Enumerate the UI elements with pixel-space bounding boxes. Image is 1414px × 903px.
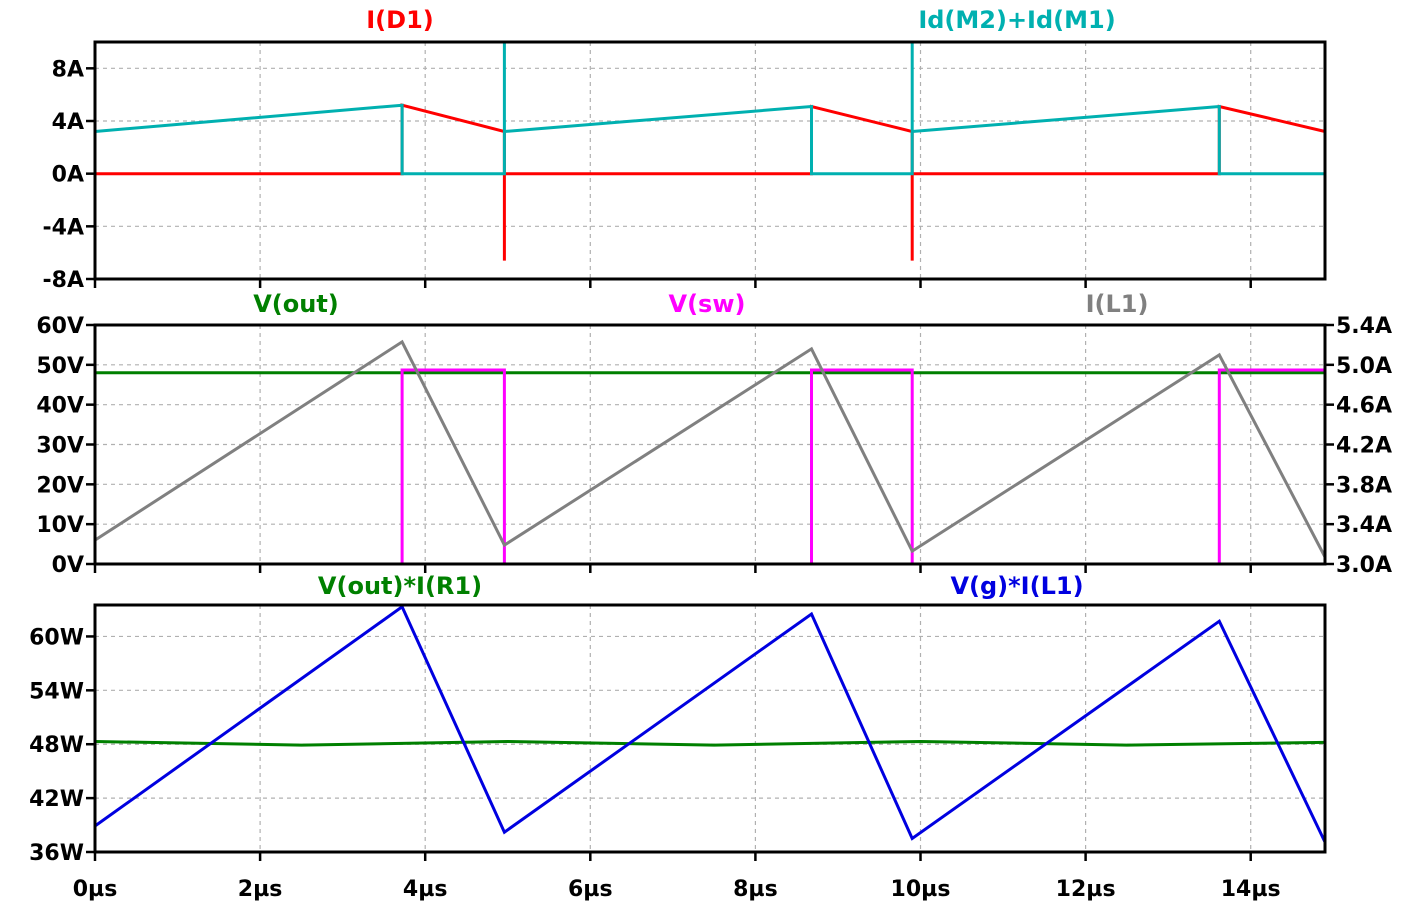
y-tick-label: 54W xyxy=(29,679,84,704)
y-tick-label: 36W xyxy=(29,841,84,866)
x-tick-label: 12µs xyxy=(1056,877,1116,902)
y-tick-label: 42W xyxy=(29,787,84,812)
ticks-layer xyxy=(86,67,1334,861)
labels-layer: -8A -4A 0A 4A 8A I(D1) Id(M2)+Id(M1) 0V 10V 20V 30… xyxy=(29,6,1392,902)
trace-v-sw xyxy=(95,368,1325,566)
series-title: V(out) xyxy=(253,290,339,318)
x-tick-label: 0µs xyxy=(73,877,118,902)
x-tick-label: 4µs xyxy=(403,877,448,902)
trace-v-out-i-r1 xyxy=(94,739,1326,747)
y-tick-label: 50V xyxy=(36,354,84,379)
frames-layer xyxy=(93,40,1327,854)
y-tick-label: 4A xyxy=(52,110,84,135)
y-tick-label: 48W xyxy=(29,733,84,758)
y-tick-label: 0V xyxy=(52,553,84,578)
series-title: I(L1) xyxy=(1086,290,1149,318)
y-tick-label: 8A xyxy=(52,57,84,82)
x-tick-label: 10µs xyxy=(891,877,951,902)
y2-tick-label: 5.4A xyxy=(1336,314,1392,339)
y2-tick-label: 3.4A xyxy=(1336,513,1392,538)
y-tick-label: 60V xyxy=(36,314,84,339)
y2-tick-label: 3.0A xyxy=(1336,553,1392,578)
series-title: I(D1) xyxy=(366,6,434,34)
series-title: Id(M2)+Id(M1) xyxy=(918,6,1115,34)
y-tick-label: 10V xyxy=(36,513,84,538)
y-tick-label: -4A xyxy=(43,215,84,240)
y2-tick-label: 5.0A xyxy=(1336,354,1392,379)
y-tick-label: 60W xyxy=(29,625,84,650)
y-tick-label: 40V xyxy=(36,394,84,419)
x-tick-label: 6µs xyxy=(568,877,613,902)
y2-tick-label: 4.2A xyxy=(1336,434,1392,459)
plot-frame xyxy=(93,603,1327,854)
x-tick-label: 2µs xyxy=(238,877,283,902)
trace-id-m2-id-m1 xyxy=(94,42,1325,176)
grid-layer xyxy=(95,42,1325,852)
series-title: V(sw) xyxy=(669,290,746,318)
y-tick-label: -8A xyxy=(43,268,84,293)
y2-tick-label: 3.8A xyxy=(1336,473,1392,498)
x-tick-label: 14µs xyxy=(1221,877,1281,902)
trace-v-g-i-l1 xyxy=(94,604,1327,843)
y2-tick-label: 4.6A xyxy=(1336,394,1392,419)
y-tick-label: 30V xyxy=(36,434,84,459)
series-title: V(g)*I(L1) xyxy=(950,572,1083,600)
y-tick-label: 0A xyxy=(52,163,84,188)
traces-layer xyxy=(94,42,1327,843)
trace-i-l1 xyxy=(94,339,1327,558)
plot-frame xyxy=(93,40,1327,281)
y-tick-label: 20V xyxy=(36,473,84,498)
x-tick-label: 8µs xyxy=(733,877,778,902)
series-title: V(out)*I(R1) xyxy=(318,572,482,600)
trace-i-d1 xyxy=(95,103,1326,261)
